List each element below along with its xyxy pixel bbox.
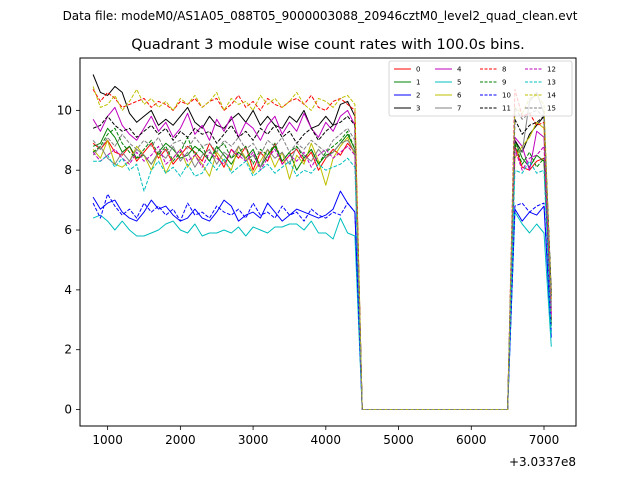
chart-title: Quadrant 3 module wise count rates with … bbox=[131, 37, 525, 53]
plot-frame bbox=[79, 57, 577, 427]
x-tick-label: 6000 bbox=[456, 433, 487, 447]
series-line-8 bbox=[92, 88, 552, 410]
x-tick-label: 5000 bbox=[383, 433, 414, 447]
legend-label-7: 7 bbox=[457, 105, 461, 113]
y-tick-label: 10 bbox=[57, 103, 72, 117]
legend-label-15: 15 bbox=[547, 105, 556, 113]
series-line-2 bbox=[92, 190, 552, 410]
series-line-3 bbox=[92, 74, 552, 410]
legend-label-4: 4 bbox=[457, 66, 462, 74]
x-tick-label: 2000 bbox=[165, 433, 196, 447]
series-line-15 bbox=[92, 106, 552, 410]
x-tick-label: 7000 bbox=[529, 433, 560, 447]
legend-label-11: 11 bbox=[502, 105, 511, 113]
x-offset-label: +3.0337e8 bbox=[509, 455, 576, 469]
x-tick-label: 3000 bbox=[238, 433, 269, 447]
legend-label-0: 0 bbox=[416, 66, 420, 74]
series-line-7 bbox=[92, 91, 552, 410]
y-tick-label: 8 bbox=[64, 163, 72, 177]
y-tick-label: 0 bbox=[64, 403, 72, 417]
x-tick-label: 1000 bbox=[92, 433, 123, 447]
series-line-5 bbox=[92, 211, 552, 410]
series-line-1 bbox=[92, 127, 552, 410]
series-line-9 bbox=[92, 127, 552, 410]
series-line-13 bbox=[93, 154, 552, 410]
y-tick-label: 4 bbox=[64, 283, 72, 297]
x-axis: 1000 2000 3000 4000 5000 6000 7000 bbox=[92, 426, 559, 447]
legend-frame bbox=[388, 60, 573, 117]
series-line-10 bbox=[92, 193, 552, 410]
y-tick-label: 2 bbox=[64, 343, 72, 357]
legend-label-10: 10 bbox=[502, 92, 511, 100]
series-layer bbox=[92, 74, 552, 410]
legend-label-14: 14 bbox=[547, 92, 556, 100]
legend-label-3: 3 bbox=[416, 105, 420, 113]
series-line-14 bbox=[92, 86, 552, 410]
legend-label-9: 9 bbox=[502, 79, 506, 87]
legend-label-13: 13 bbox=[547, 79, 556, 87]
legend-label-6: 6 bbox=[457, 92, 462, 100]
x-tick-label: 4000 bbox=[311, 433, 342, 447]
y-tick-label: 6 bbox=[64, 223, 72, 237]
series-line-0 bbox=[92, 139, 552, 410]
legend-label-1: 1 bbox=[416, 79, 420, 87]
series-line-12 bbox=[92, 145, 552, 410]
legend-label-8: 8 bbox=[502, 66, 506, 74]
series-line-6 bbox=[92, 121, 552, 410]
chart-suptitle: Data file: modeM0/AS1A05_088T05_90000030… bbox=[63, 9, 578, 23]
legend-label-12: 12 bbox=[547, 66, 556, 74]
y-axis: 0 2 4 6 8 10 bbox=[57, 103, 80, 417]
legend-label-2: 2 bbox=[416, 92, 420, 100]
legend-label-5: 5 bbox=[457, 79, 461, 87]
